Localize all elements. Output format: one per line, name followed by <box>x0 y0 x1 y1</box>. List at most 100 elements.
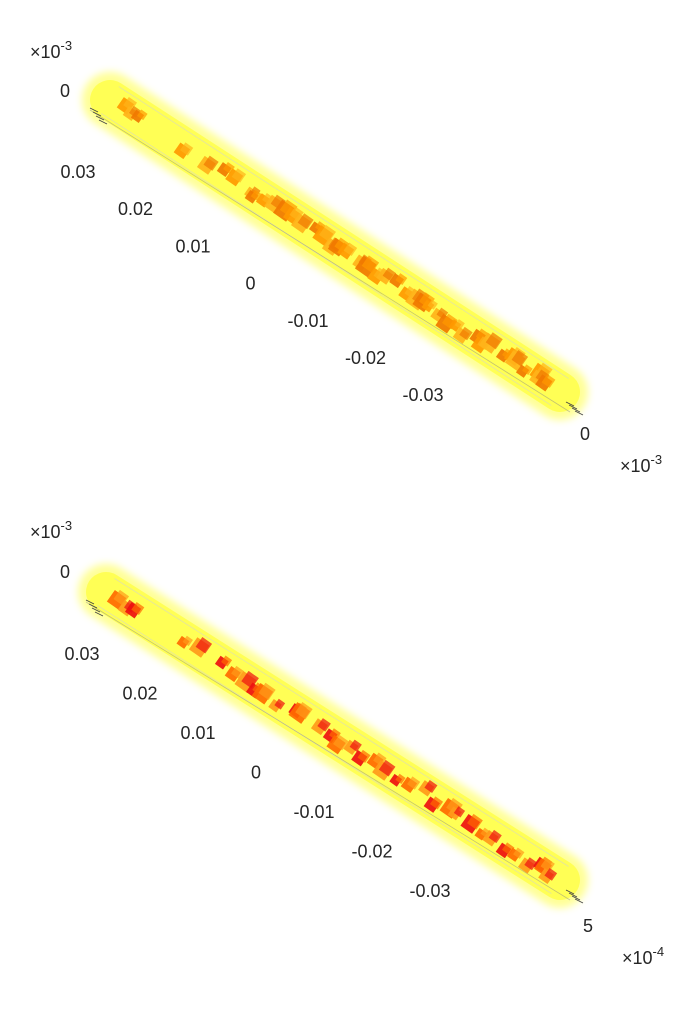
data-point-block-back <box>524 857 538 871</box>
box-edge-1 <box>97 605 552 894</box>
data-point <box>337 242 358 260</box>
start-tick-mark <box>95 115 105 121</box>
tick-label: 0.02 <box>122 684 157 704</box>
data-point <box>372 759 396 781</box>
data-point <box>351 749 371 767</box>
tick-label: 0 <box>251 763 261 783</box>
data-point <box>421 299 438 313</box>
data-point <box>290 213 314 234</box>
data-point <box>482 829 502 847</box>
end-tick-label: 0 <box>580 424 590 444</box>
tick-label: 0 <box>245 274 255 294</box>
data-point <box>310 718 331 736</box>
data-point <box>478 332 503 354</box>
tick-label: -0.02 <box>351 842 392 862</box>
tick-label: -0.03 <box>409 881 450 901</box>
data-point-block-back <box>258 682 276 700</box>
data-point-block-back <box>203 155 219 171</box>
box-edge-1 <box>101 113 552 406</box>
end-tick-mark <box>571 407 581 413</box>
chart-panel-bottom: 0.03 0.02 0.01 0 -0.01 -0.02 -0.03 0 ×10-3 5 ×10-4 <box>0 490 698 990</box>
chart-svg-bottom: 0.030.020.010-0.01-0.02-0.030×10-35×10-4 <box>30 518 664 968</box>
top-multiplier: ×10-3 <box>30 38 72 62</box>
data-point <box>343 739 362 756</box>
data-point <box>400 776 421 794</box>
data-point-block-back <box>179 142 194 156</box>
data-point <box>535 374 556 392</box>
end-multiplier-base: ×10 <box>622 948 653 968</box>
tick-label: 0.03 <box>60 162 95 182</box>
tick-label: -0.02 <box>345 348 386 368</box>
data-point-block-back <box>131 601 145 616</box>
data-point-block-back <box>513 847 525 859</box>
data-point <box>452 326 473 344</box>
end-tick-label: 5 <box>583 916 593 936</box>
data-point <box>288 701 313 724</box>
tick-label: 0.03 <box>64 644 99 664</box>
end-multiplier: ×10-3 <box>620 452 662 476</box>
start-tick-mark <box>91 607 101 613</box>
data-point <box>515 364 533 378</box>
start-tick-mark <box>88 603 98 609</box>
data-point-block-back <box>221 655 233 667</box>
data-point-block-back <box>182 635 193 647</box>
data-point <box>538 868 558 885</box>
data-point-block-back <box>274 698 286 710</box>
box-edge-0 <box>118 86 569 379</box>
data-point <box>448 319 465 332</box>
data-point <box>517 857 538 874</box>
start-tick-mark <box>98 119 108 125</box>
data-point <box>326 734 349 755</box>
data-point-block-back <box>454 319 465 330</box>
data-point-block-back <box>333 734 349 751</box>
data-point <box>504 350 529 371</box>
data-point <box>244 189 262 204</box>
data-point <box>460 813 483 834</box>
data-point-block-back <box>459 326 473 341</box>
data-point <box>418 779 438 797</box>
data-point-block-back <box>427 299 438 310</box>
data-point-block-back <box>349 739 362 752</box>
data-point <box>389 273 408 289</box>
data-point-block-back <box>297 213 314 230</box>
data-point <box>173 142 194 160</box>
end-multiplier-base: ×10 <box>620 456 651 476</box>
data-point-block-back <box>488 829 502 844</box>
data-point-block-back <box>424 779 438 794</box>
end-multiplier-exp: -4 <box>653 944 665 959</box>
data-point <box>176 635 193 649</box>
end-tick-mark <box>571 895 581 901</box>
data-point-block-back <box>429 796 444 810</box>
tick-label: -0.03 <box>402 385 443 405</box>
data-point-block-back <box>485 332 503 350</box>
data-point <box>214 655 233 670</box>
chart-svg-top: 0.030.020.010-0.01-0.02-0.030×10-30×10-3 <box>30 38 662 476</box>
data-point-block-back <box>319 224 336 242</box>
data-point <box>423 796 444 813</box>
data-point <box>251 682 276 705</box>
end-multiplier: ×10-4 <box>622 944 664 968</box>
data-point <box>447 806 466 821</box>
data-point-block-back <box>317 718 331 732</box>
data-point-block-back <box>378 759 396 777</box>
z-axis-line <box>89 109 571 413</box>
data-point-block-back <box>343 242 358 257</box>
data-point-block-back <box>540 857 555 873</box>
end-tick-mark <box>568 404 578 410</box>
box-edge-0 <box>114 578 569 867</box>
data-point <box>196 155 219 175</box>
data-point-block-back <box>395 273 408 285</box>
tick-label: 0.01 <box>180 723 215 743</box>
data-point <box>268 698 286 713</box>
start-tick-mark <box>89 107 99 113</box>
end-tick-mark <box>565 889 575 895</box>
end-tick-mark <box>568 892 578 898</box>
tick-label: -0.01 <box>293 802 334 822</box>
data-point-block-back <box>544 868 558 881</box>
top-multiplier-base: ×10 <box>30 42 61 62</box>
data-point-block-back <box>357 749 371 763</box>
data-point-block-back <box>453 806 466 818</box>
end-multiplier-exp: -3 <box>651 452 663 467</box>
data-point <box>225 168 247 187</box>
data-point <box>124 601 145 619</box>
